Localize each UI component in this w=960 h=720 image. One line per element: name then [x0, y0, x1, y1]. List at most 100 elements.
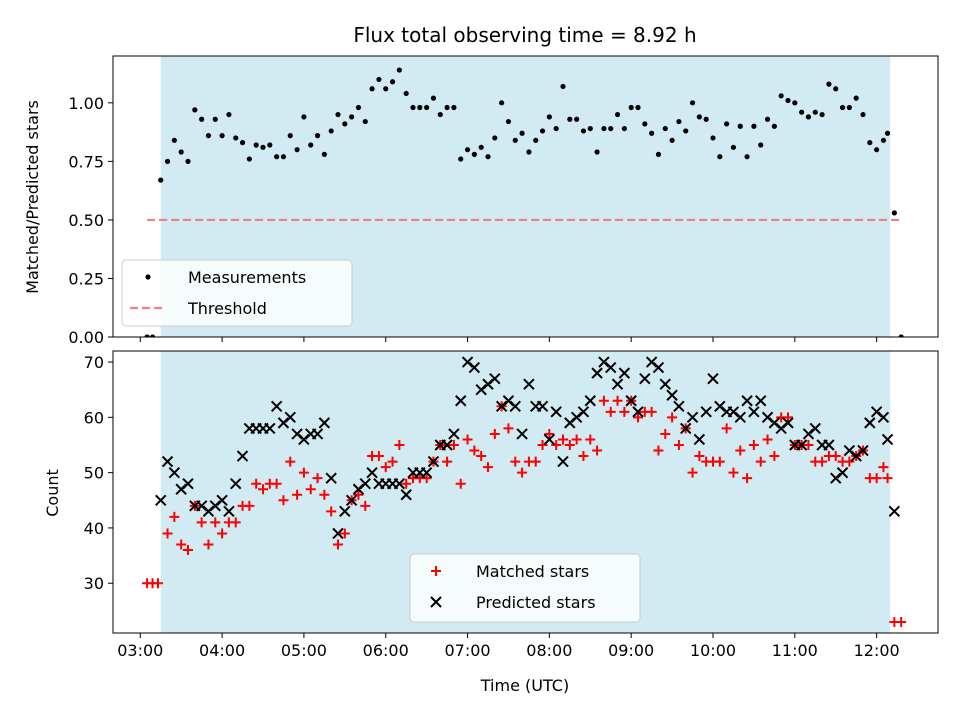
measurement-point	[294, 147, 300, 153]
measurement-point	[199, 116, 205, 122]
matched-star-point	[448, 440, 459, 450]
measurement-point	[898, 334, 904, 337]
predicted-star-point	[693, 433, 706, 446]
predicted-star-point	[680, 422, 692, 435]
bottom-y-tick-label: 60	[84, 408, 104, 427]
predicted-star-point	[325, 472, 337, 484]
matched-star-point	[469, 445, 480, 456]
measurement-point	[553, 125, 559, 132]
measurement-point	[880, 137, 887, 143]
measurement-point	[649, 130, 655, 136]
legend-marker-predicted	[430, 596, 442, 608]
measurement-point	[233, 135, 239, 141]
predicted-star-point	[516, 428, 528, 440]
predicted-star-point	[359, 477, 371, 490]
predicted-star-point	[666, 389, 678, 401]
measurement-point	[369, 86, 375, 92]
predicted-star-point	[161, 455, 174, 468]
measurement-point	[335, 111, 341, 118]
measurement-point	[260, 144, 266, 150]
predicted-star-point	[734, 411, 746, 424]
measurement-point	[178, 149, 184, 155]
predicted-star-point	[605, 361, 617, 374]
top-y-axis-title: Matched/Predicted stars	[23, 100, 42, 294]
matched-star-point	[421, 473, 432, 484]
matched-star-point	[896, 616, 907, 627]
predicted-star-point	[264, 422, 276, 435]
measurement-point	[451, 104, 457, 111]
measurement-point	[833, 86, 839, 92]
x-tick-label: 07:00	[444, 641, 490, 660]
measurement-point	[751, 123, 757, 129]
measurement-point	[884, 130, 891, 136]
measurement-point	[608, 125, 614, 132]
predicted-star-point	[270, 400, 283, 413]
top-series-measurements	[144, 67, 904, 337]
matched-star-point	[380, 462, 391, 473]
matched-star-point	[339, 528, 350, 539]
top-y-tick-label: 0.50	[68, 211, 104, 230]
measurement-point	[724, 121, 730, 127]
matched-star-point	[660, 428, 671, 439]
predicted-star-point	[836, 466, 849, 479]
measurement-point	[778, 93, 784, 99]
measurement-point	[383, 86, 389, 92]
matched-star-point	[871, 473, 882, 484]
matched-star-point	[728, 467, 739, 478]
measurement-point	[846, 104, 852, 111]
predicted-star-point	[625, 395, 637, 407]
matched-star-point	[298, 467, 309, 478]
measurement-point	[396, 67, 402, 73]
measurement-point	[689, 100, 696, 106]
predicted-star-point	[393, 477, 406, 490]
top-y-tick-label: 0.00	[68, 328, 104, 347]
bottom-y-tick-label: 50	[84, 464, 104, 483]
matched-star-point	[476, 451, 487, 462]
bottom-y-axis-title: Count	[43, 469, 62, 517]
measurement-point	[149, 334, 156, 337]
measurement-point	[424, 104, 430, 111]
matched-star-point	[558, 434, 568, 445]
predicted-star-point	[673, 400, 685, 413]
matched-star-point	[803, 440, 814, 450]
matched-star-point	[210, 517, 221, 528]
bottom-axes-frame	[112, 350, 939, 634]
x-tick-label: 09:00	[608, 641, 654, 660]
predicted-star-point	[700, 406, 712, 418]
matched-star-point	[619, 406, 630, 417]
measurement-point	[799, 109, 805, 115]
measurement-point	[764, 116, 771, 122]
matched-star-point	[285, 456, 296, 467]
measurement-point	[492, 135, 498, 141]
predicted-star-point	[611, 378, 624, 390]
measurement-point	[703, 116, 709, 122]
matched-star-point	[605, 406, 616, 417]
matched-star-point	[633, 412, 643, 423]
measurement-point	[826, 81, 832, 87]
matched-star-point	[176, 539, 187, 550]
x-tick-label: 03:00	[117, 641, 163, 660]
bottom-series-matched-stars	[142, 395, 907, 627]
measurement-point	[376, 76, 382, 83]
predicted-star-point	[881, 433, 894, 446]
matched-star-point	[353, 489, 364, 500]
x-tick-label: 04:00	[199, 641, 245, 660]
bottom-legend: Matched stars Predicted stars	[409, 553, 641, 623]
matched-star-point	[183, 545, 193, 556]
top-y-tick-label: 0.25	[68, 269, 104, 288]
matched-star-point	[844, 456, 855, 467]
measurement-point	[526, 149, 532, 155]
predicted-star-point	[686, 411, 699, 424]
x-tick-label: 12:00	[854, 641, 900, 660]
predicted-star-point	[748, 406, 760, 418]
matched-star-point	[653, 445, 664, 456]
predicted-star-point	[809, 422, 821, 435]
measurement-point	[614, 111, 621, 118]
measurement-point	[560, 83, 566, 90]
matched-star-point	[455, 478, 466, 489]
matched-star-point	[319, 489, 330, 500]
measurement-point	[512, 137, 518, 143]
top-legend-box	[121, 259, 353, 327]
matched-star-point	[278, 495, 289, 506]
matched-star-point	[667, 412, 678, 423]
